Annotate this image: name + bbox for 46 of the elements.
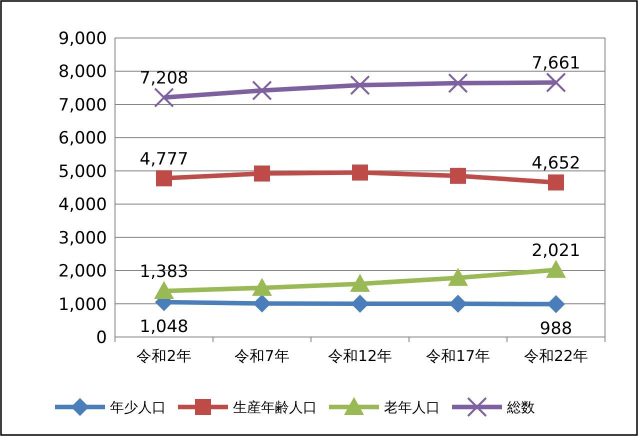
point	[448, 268, 468, 286]
y-tick-label: 2,000	[58, 262, 107, 282]
y-tick-label: 6,000	[58, 128, 107, 149]
point	[252, 278, 272, 296]
x-tick-label: 令和7年	[234, 347, 290, 365]
x-tick-label: 令和22年	[524, 347, 588, 365]
point	[351, 294, 369, 313]
y-tick-label: 4,000	[58, 195, 107, 216]
point	[548, 174, 564, 190]
data-label: 7,661	[532, 53, 580, 74]
point	[547, 295, 565, 314]
x-tick-label: 令和12年	[328, 347, 392, 365]
data-label: 2,021	[532, 240, 580, 261]
legend-label: 年少人口	[110, 400, 166, 416]
y-tick-label: 1,000	[58, 294, 107, 315]
y-tick-label: 9,000	[58, 29, 107, 49]
point	[350, 75, 370, 96]
data-label: 7,208	[140, 68, 188, 89]
point	[154, 281, 174, 300]
y-tick-label: 3,000	[58, 228, 107, 248]
point	[154, 88, 174, 108]
legend-label: 生産年齢人口	[233, 400, 317, 416]
point	[449, 294, 467, 313]
point	[546, 260, 566, 278]
point	[350, 274, 370, 292]
point	[254, 166, 270, 182]
point	[352, 164, 368, 181]
data-label: 1,048	[140, 317, 188, 338]
x-tick-label: 令和2年	[136, 347, 192, 365]
y-tick-label: 5,000	[58, 162, 107, 182]
point	[252, 80, 272, 100]
point	[546, 72, 566, 92]
data-label: 1,383	[140, 262, 188, 282]
x-tick-label: 令和17年	[426, 347, 490, 365]
y-tick-label: 0	[96, 328, 107, 348]
data-label: 4,652	[532, 153, 580, 174]
y-tick-label: 7,000	[58, 95, 107, 116]
legend-label: 総数	[506, 400, 535, 416]
point	[156, 170, 172, 186]
point	[253, 294, 271, 312]
data-label: 4,777	[140, 149, 188, 170]
point	[448, 73, 468, 94]
legend-label: 老年人口	[384, 400, 440, 416]
data-label: 988	[540, 319, 572, 340]
y-tick-label: 8,000	[58, 62, 107, 82]
point	[450, 168, 466, 184]
